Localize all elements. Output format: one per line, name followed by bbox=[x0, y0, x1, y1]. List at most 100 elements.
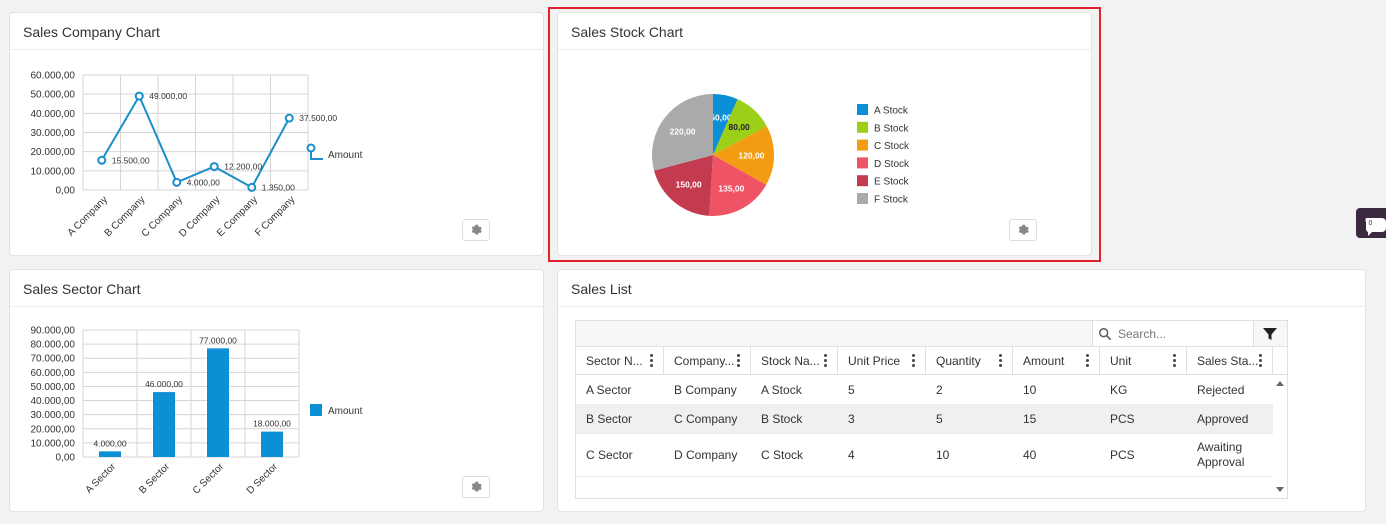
data-point bbox=[97, 155, 107, 165]
data-label: 1.350,00 bbox=[262, 182, 295, 192]
filter-icon[interactable] bbox=[1262, 326, 1278, 342]
legend-label: C Stock bbox=[874, 141, 910, 152]
column-header-label: Sales Sta... bbox=[1197, 354, 1259, 368]
sales-list-title: Sales List bbox=[571, 281, 632, 297]
scroll-down-arrow-icon[interactable] bbox=[1276, 487, 1284, 492]
y-tick-label: 40.000,00 bbox=[31, 109, 76, 120]
column-header[interactable]: Unit Price bbox=[838, 347, 926, 375]
column-header[interactable]: Stock Na... bbox=[751, 347, 838, 375]
table-cell: Approved bbox=[1197, 411, 1249, 426]
column-header-label: Amount bbox=[1023, 354, 1065, 368]
column-header-label: Stock Na... bbox=[761, 354, 820, 368]
y-tick-label: 0,00 bbox=[56, 453, 76, 464]
search-box bbox=[1092, 321, 1254, 346]
legend-swatch bbox=[857, 193, 868, 204]
stock-chart-settings-button[interactable] bbox=[1009, 219, 1037, 241]
column-header[interactable]: Quantity bbox=[926, 347, 1013, 375]
column-header[interactable]: Amount bbox=[1013, 347, 1100, 375]
pie-slice bbox=[654, 155, 713, 216]
column-menu-icon[interactable] bbox=[999, 354, 1002, 367]
column-menu-icon[interactable] bbox=[912, 354, 915, 367]
sales-stock-card: Sales Stock Chart 50,00 80,00 120,00 135,00… bbox=[557, 12, 1092, 256]
slice-label: 135,00 bbox=[718, 184, 744, 194]
column-header-label: Unit bbox=[1110, 354, 1132, 368]
table-cell: A Sector bbox=[586, 382, 632, 397]
table-row[interactable]: B Sector C Company B Stock 3 5 15 PCS Approved bbox=[576, 405, 1273, 434]
table-cell: C Sector bbox=[586, 447, 633, 462]
data-label: 18.000,00 bbox=[253, 419, 291, 429]
table-cell: 5 bbox=[848, 382, 855, 397]
column-menu-icon[interactable] bbox=[737, 354, 740, 367]
bar bbox=[99, 451, 121, 457]
y-tick-label: 70.000,00 bbox=[31, 354, 76, 365]
column-header[interactable]: Sector N... bbox=[576, 347, 664, 375]
legend-swatch bbox=[857, 104, 868, 115]
data-point bbox=[284, 113, 294, 123]
table-cell: PCS bbox=[1110, 411, 1135, 426]
card-divider bbox=[558, 49, 1091, 50]
table-cell: Awaiting Approval bbox=[1197, 440, 1245, 469]
y-tick-label: 20.000,00 bbox=[31, 424, 76, 435]
data-label: 4.000,00 bbox=[187, 177, 220, 187]
table-cell: A Stock bbox=[761, 382, 802, 397]
table-cell: 40 bbox=[1023, 447, 1037, 462]
column-menu-icon[interactable] bbox=[824, 354, 827, 367]
data-label: 77.000,00 bbox=[199, 335, 237, 345]
sales-sector-card: Sales Sector Chart 0,00 10.000,00 20.000,0… bbox=[9, 269, 544, 512]
column-header-label: Company... bbox=[674, 354, 735, 368]
chat-bubble-icon: 0 bbox=[1365, 218, 1386, 236]
sector-chart-settings-button[interactable] bbox=[462, 476, 490, 498]
slice-label: 120,00 bbox=[738, 150, 764, 160]
column-menu-icon[interactable] bbox=[1086, 354, 1089, 367]
column-header[interactable]: Company... bbox=[664, 347, 751, 375]
column-menu-icon[interactable] bbox=[650, 354, 653, 367]
y-tick-label: 50.000,00 bbox=[31, 90, 76, 101]
column-menu-icon[interactable] bbox=[1259, 354, 1262, 367]
y-tick-label: 0,00 bbox=[56, 186, 76, 197]
y-tick-label: 50.000,00 bbox=[31, 382, 76, 393]
scroll-up-arrow-icon[interactable] bbox=[1276, 381, 1284, 386]
legend-swatch bbox=[857, 139, 868, 151]
column-menu-icon[interactable] bbox=[1173, 354, 1176, 367]
slice-label: 220,00 bbox=[670, 127, 696, 137]
pie-slice bbox=[713, 126, 774, 185]
data-label: 12.200,00 bbox=[224, 162, 262, 172]
table-row[interactable]: A Sector B Company A Stock 5 2 10 KG Rejected bbox=[576, 376, 1273, 405]
sales-company-line-chart: 0,00 10.000,00 20.000,00 30.000,00 40.000,00… bbox=[31, 71, 363, 240]
column-header[interactable]: Sales Sta... bbox=[1187, 347, 1273, 375]
card-divider bbox=[558, 306, 1365, 307]
y-tick-label: 80.000,00 bbox=[31, 340, 76, 351]
data-label: 46.000,00 bbox=[145, 379, 183, 389]
legend-swatch bbox=[310, 404, 322, 416]
search-input[interactable] bbox=[1118, 326, 1248, 341]
table-cell: B Sector bbox=[586, 411, 633, 426]
legend-swatch bbox=[857, 157, 868, 169]
legend-label: E Stock bbox=[874, 177, 909, 188]
x-tick-label: D Sector bbox=[245, 461, 281, 497]
legend-label: F Stock bbox=[874, 195, 909, 206]
pie-slice bbox=[713, 99, 767, 155]
column-header[interactable]: Unit bbox=[1100, 347, 1187, 375]
table-cell: 10 bbox=[936, 447, 950, 462]
card-divider bbox=[10, 306, 543, 307]
bar bbox=[207, 348, 229, 457]
company-chart-settings-button[interactable] bbox=[462, 219, 490, 241]
data-point bbox=[247, 182, 257, 192]
grid-header-row: Sector N... Company... Stock Na... Unit Pri… bbox=[576, 347, 1287, 375]
table-cell: 3 bbox=[848, 411, 855, 426]
bar bbox=[153, 392, 175, 457]
feedback-widget-button[interactable]: 0 bbox=[1356, 208, 1386, 238]
sales-company-title: Sales Company Chart bbox=[23, 24, 160, 40]
sales-sector-bar-chart: 0,00 10.000,00 20.000,00 30.000,00 40.000,00… bbox=[31, 326, 363, 497]
table-row[interactable]: C Sector D Company C Stock 4 10 40 PCS Awaiting… bbox=[576, 434, 1273, 477]
data-label: 4.000,00 bbox=[93, 438, 126, 448]
legend-swatch bbox=[857, 121, 868, 133]
slice-label: 80,00 bbox=[729, 122, 751, 132]
legend-label: A Stock bbox=[874, 106, 909, 117]
data-label: 37.500,00 bbox=[299, 113, 337, 123]
pie-slice bbox=[709, 155, 767, 216]
y-tick-label: 60.000,00 bbox=[31, 368, 76, 379]
sales-company-card: Sales Company Chart 0,00 10.000,00 20.000,… bbox=[9, 12, 544, 256]
grid-toolbar bbox=[576, 321, 1287, 347]
table-cell: 5 bbox=[936, 411, 943, 426]
